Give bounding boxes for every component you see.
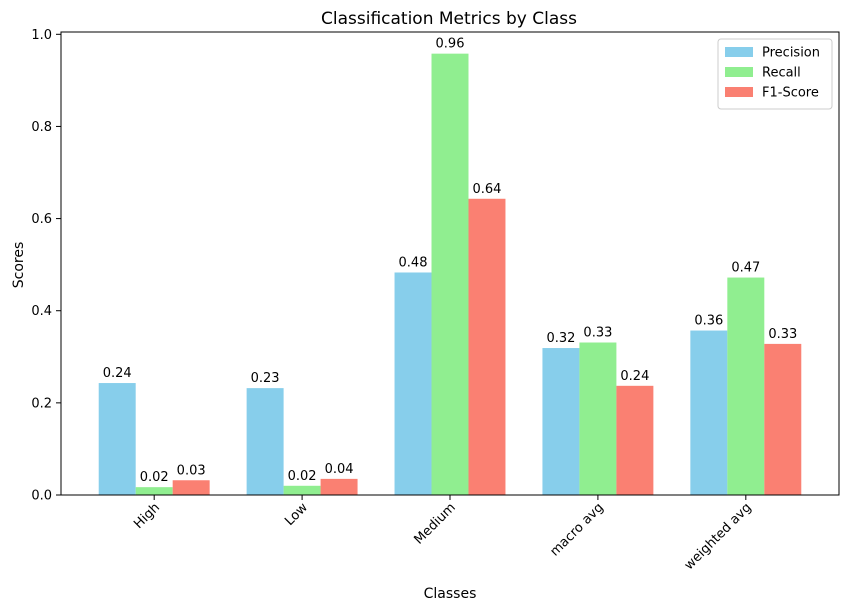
x-axis: High Low Medium macro avg weighted avg xyxy=(131,495,755,573)
bar-value-label: 0.02 xyxy=(288,469,317,484)
bar xyxy=(690,330,728,495)
legend-label: Precision xyxy=(762,46,820,61)
bar-value-label: 0.04 xyxy=(325,462,354,477)
y-tick-label: 1.0 xyxy=(31,28,52,43)
bar-value-label: 0.47 xyxy=(731,261,760,276)
bar-value-label: 0.03 xyxy=(177,463,206,478)
bar-labels-group: 0.24 0.23 0.48 0.32 0.36 0.02 0.02 0.96 0.33 0.47… xyxy=(103,37,798,486)
bar xyxy=(579,342,617,495)
y-tick-label: 0.8 xyxy=(31,120,52,135)
y-tick-label: 0.0 xyxy=(31,489,52,504)
bar-value-label: 0.24 xyxy=(103,366,132,381)
x-axis-label: Classes xyxy=(424,586,477,602)
bar xyxy=(172,480,210,495)
bar xyxy=(727,277,765,495)
bar-value-label: 0.24 xyxy=(620,369,649,384)
legend-label: F1-Score xyxy=(762,86,819,101)
bar-value-label: 0.33 xyxy=(583,326,612,341)
bar-value-label: 0.33 xyxy=(768,327,797,342)
legend-swatch xyxy=(725,67,753,77)
bar xyxy=(542,348,580,495)
bar-value-label: 0.64 xyxy=(473,182,502,197)
bar xyxy=(431,53,469,495)
y-axis: 0.0 0.2 0.4 0.6 0.8 1.0 xyxy=(31,28,61,504)
bar-value-label: 0.23 xyxy=(251,371,280,386)
bar xyxy=(246,388,284,495)
chart-title: Classification Metrics by Class xyxy=(321,9,577,29)
bar xyxy=(394,272,432,495)
bar xyxy=(283,485,321,495)
plot-frame xyxy=(60,31,840,496)
bar-value-label: 0.36 xyxy=(694,314,723,329)
legend-swatch xyxy=(725,47,753,57)
x-tick-label: weighted avg xyxy=(682,500,755,573)
y-tick-label: 0.2 xyxy=(31,396,52,411)
bar-value-label: 0.96 xyxy=(436,37,465,52)
bar xyxy=(320,478,358,495)
x-tick-label: High xyxy=(131,500,163,532)
bar xyxy=(616,385,654,495)
legend: Precision Recall F1-Score xyxy=(717,38,833,110)
bar-value-label: 0.48 xyxy=(399,255,428,270)
x-tick-label: Low xyxy=(282,500,311,529)
x-tick-label: macro avg xyxy=(547,500,606,559)
bar xyxy=(98,383,136,495)
legend-label: Recall xyxy=(762,66,801,81)
y-axis-label: Scores xyxy=(11,242,27,289)
y-tick-label: 0.6 xyxy=(31,212,52,227)
bar xyxy=(764,343,802,495)
legend-swatch xyxy=(725,87,753,97)
bars-group xyxy=(98,53,802,495)
bar-value-label: 0.02 xyxy=(140,470,169,485)
bar xyxy=(135,487,173,495)
x-tick-label: Medium xyxy=(411,500,458,547)
bar xyxy=(468,198,506,495)
bar-value-label: 0.32 xyxy=(546,331,575,346)
y-tick-label: 0.4 xyxy=(31,304,52,319)
